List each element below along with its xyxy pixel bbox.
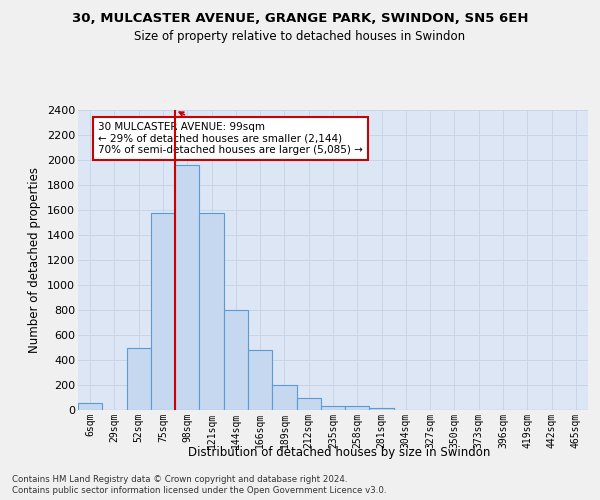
Bar bbox=[345, 406, 370, 410]
Bar bbox=[321, 406, 345, 410]
Text: Contains HM Land Registry data © Crown copyright and database right 2024.: Contains HM Land Registry data © Crown c… bbox=[12, 475, 347, 484]
Bar bbox=[175, 165, 199, 410]
Bar bbox=[199, 212, 224, 410]
Bar bbox=[78, 402, 102, 410]
Text: Size of property relative to detached houses in Swindon: Size of property relative to detached ho… bbox=[134, 30, 466, 43]
Text: 30 MULCASTER AVENUE: 99sqm
← 29% of detached houses are smaller (2,144)
70% of s: 30 MULCASTER AVENUE: 99sqm ← 29% of deta… bbox=[98, 112, 363, 155]
Bar bbox=[127, 348, 151, 410]
Y-axis label: Number of detached properties: Number of detached properties bbox=[28, 167, 41, 353]
Text: Distribution of detached houses by size in Swindon: Distribution of detached houses by size … bbox=[188, 446, 490, 459]
Text: Contains public sector information licensed under the Open Government Licence v3: Contains public sector information licen… bbox=[12, 486, 386, 495]
Bar bbox=[370, 408, 394, 410]
Bar bbox=[151, 212, 175, 410]
Text: 30, MULCASTER AVENUE, GRANGE PARK, SWINDON, SN5 6EH: 30, MULCASTER AVENUE, GRANGE PARK, SWIND… bbox=[72, 12, 528, 26]
Bar bbox=[224, 310, 248, 410]
Bar bbox=[296, 398, 321, 410]
Bar bbox=[248, 350, 272, 410]
Bar bbox=[272, 385, 296, 410]
